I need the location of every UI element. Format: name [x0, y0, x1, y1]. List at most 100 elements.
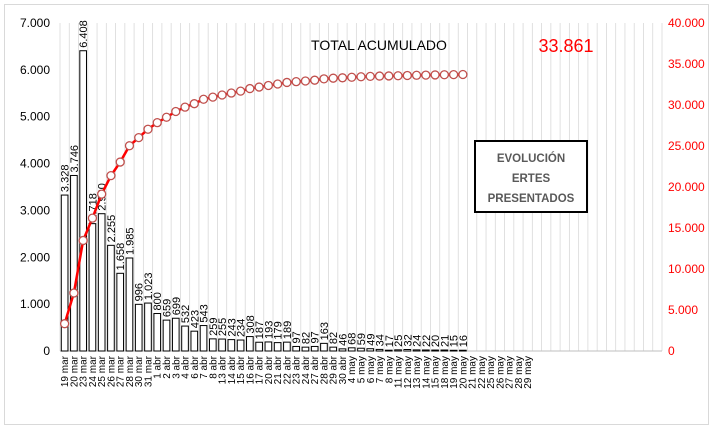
x-category-label: 31 mar [143, 355, 154, 387]
x-category-label: 7 may [375, 356, 386, 383]
x-category-label: 28 mar [125, 355, 136, 387]
bar-data-label: 3.746 [69, 145, 81, 173]
y-left-tick-label: 2.000 [20, 250, 50, 264]
x-category-label: 18 may [440, 356, 451, 389]
x-category-label: 20 may [458, 356, 469, 389]
y-right-tick-label: 0 [668, 344, 675, 358]
bar [283, 341, 291, 352]
bar-data-label: 2.718 [87, 193, 99, 221]
bar-data-label: 82 [300, 332, 312, 344]
bar [412, 349, 421, 352]
y-left-tick-label: 6.000 [20, 63, 50, 77]
bar [431, 349, 439, 352]
x-category-label: 20 mar [69, 355, 80, 387]
y-right-tick-label: 30.000 [668, 98, 705, 112]
x-category-label: 19 mar [60, 355, 71, 387]
bar [181, 325, 189, 352]
bar-data-label: 46 [337, 334, 349, 346]
cumulative-line-series [59, 69, 468, 329]
x-category-label: 19 may [449, 356, 460, 389]
x-category-label: 5 may [357, 356, 368, 383]
line-marker [208, 92, 218, 102]
x-category-label: 30 mar [134, 355, 145, 387]
y-left-tick-label: 4.000 [20, 157, 50, 171]
x-category-label: 4 abr [181, 355, 192, 378]
bar-data-label: 3.328 [60, 165, 72, 193]
line-marker [134, 132, 144, 143]
y-right-tick-label: 15.000 [668, 221, 705, 235]
x-category-label: 25 may [486, 356, 497, 389]
x-category-label: 29 may [523, 356, 534, 389]
bar-data-label: 423 [189, 310, 201, 328]
y-left-tick-label: 0 [43, 344, 50, 358]
x-category-label: 22 abr [282, 355, 293, 384]
y-axis-right: 0 5.000 10.000 15.000 20.000 25.000 30.000 35.0… [668, 16, 705, 358]
bar [236, 339, 245, 352]
bar [171, 317, 180, 352]
line-marker [161, 112, 172, 122]
bar-data-label: 17 [384, 335, 396, 347]
bar-data-label: 32 [402, 334, 414, 346]
line-marker [59, 319, 70, 329]
line-marker [310, 75, 320, 85]
bar-data-label: 22 [421, 335, 433, 347]
line-marker [152, 118, 162, 128]
x-category-label: 11 may [394, 356, 405, 388]
line-marker [337, 73, 348, 83]
line-marker [374, 71, 385, 81]
line-marker [300, 76, 311, 86]
bar [459, 349, 467, 352]
y-left-tick-label: 5.000 [20, 110, 50, 124]
bar-data-label: 187 [254, 321, 266, 339]
line-marker [87, 213, 98, 223]
bar-data-label: 243 [226, 318, 238, 336]
x-category-label: 23 abr [292, 355, 303, 384]
bar-data-label: 996 [134, 283, 146, 301]
bar-data-labels: 3.3283.7466.4082.7182.9302.2551.6581.985… [60, 20, 470, 347]
line-marker [245, 83, 255, 94]
line-marker [291, 77, 301, 87]
bar [134, 303, 143, 352]
bar [255, 341, 263, 352]
bar [375, 348, 384, 352]
bar [347, 347, 356, 352]
bar [208, 338, 217, 352]
x-category-label: 7 abr [199, 355, 210, 378]
bar-data-label: 34 [375, 334, 387, 346]
line-marker [198, 94, 209, 104]
y-axis-left: 0 1.000 2.000 3.000 4.000 5.000 6.000 7.000 [20, 16, 50, 358]
line-marker [347, 72, 357, 82]
bar-data-label: 2.255 [106, 215, 118, 243]
y-right-tick-label: 10.000 [668, 262, 705, 276]
x-category-label: 20 abr [264, 355, 275, 384]
x-category-label: 14 may [421, 356, 432, 389]
line-marker [226, 88, 236, 98]
bar [320, 342, 328, 352]
x-category-label: 8 may [384, 356, 395, 383]
bar [329, 346, 338, 352]
bar-data-label: 163 [319, 322, 331, 340]
line-marker [115, 157, 125, 167]
x-category-label: 21 may [468, 356, 479, 389]
total-value: 33.861 [538, 36, 593, 56]
bar-data-label: 543 [199, 304, 211, 322]
x-category-label: 8 abr [208, 355, 219, 378]
x-category-label: 17 abr [255, 355, 266, 384]
line-marker [124, 141, 135, 151]
x-category-label: 24 abr [301, 355, 312, 384]
line-marker [272, 79, 283, 89]
y-left-tick-label: 7.000 [20, 16, 50, 30]
line-marker [106, 170, 116, 181]
y-left-tick-label: 1.000 [20, 297, 50, 311]
y-right-tick-label: 25.000 [668, 139, 705, 153]
bar-data-label: 15 [449, 335, 461, 347]
box-line-2: ERTES [512, 173, 551, 185]
bar [421, 349, 430, 352]
bar [162, 319, 171, 352]
bar [273, 342, 282, 352]
x-category-label: 28 may [514, 356, 525, 389]
bar-data-label: 21 [439, 335, 451, 347]
line-marker [328, 73, 338, 83]
bar-data-label: 193 [263, 321, 275, 339]
